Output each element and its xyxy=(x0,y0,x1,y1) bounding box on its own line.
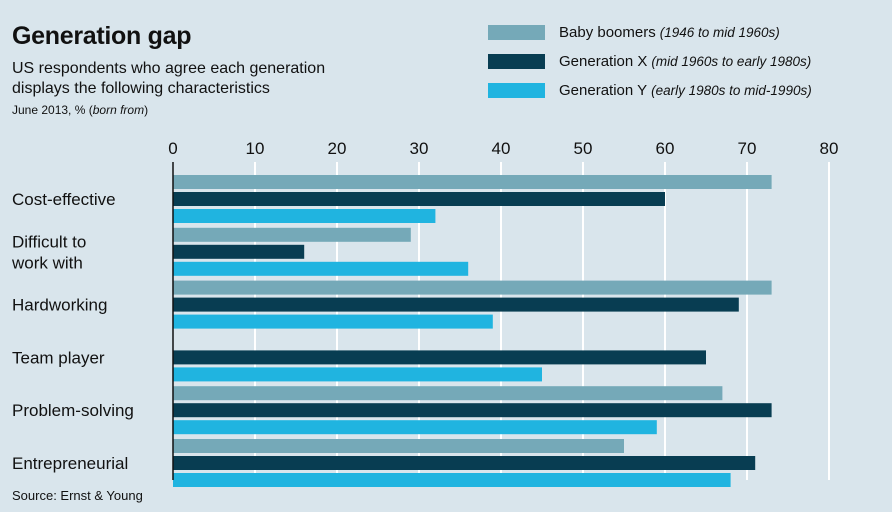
chart-source: Source: Ernst & Young xyxy=(12,488,143,503)
bar-generation-y-team-player xyxy=(173,367,542,382)
bar-generation-x-team-player xyxy=(173,350,706,365)
note-prefix: June 2013, % ( xyxy=(12,103,93,117)
x-tick-label-60: 60 xyxy=(656,139,675,158)
legend-label-generation-x: Generation X xyxy=(559,52,648,70)
legend-label-generation-y: Generation Y xyxy=(559,81,648,99)
bar-generation-x-cost-effective xyxy=(173,192,665,206)
note-italic: born from xyxy=(92,103,145,117)
category-label-difficult-to-work-with-line-2: work with xyxy=(11,253,83,272)
category-label-problem-solving: Problem-solving xyxy=(12,401,134,420)
category-label-cost-effective: Cost-effective xyxy=(12,190,116,209)
chart-note: June 2013, % (born from) xyxy=(12,103,148,117)
bar-generation-y-hardworking xyxy=(173,314,493,329)
bar-generation-x-problem-solving xyxy=(173,403,772,418)
bar-generation-x-entrepreneurial xyxy=(173,456,756,470)
legend-swatch-baby-boomers xyxy=(488,24,545,40)
category-label-team-player: Team player xyxy=(12,348,105,367)
bar-generation-x-hardworking xyxy=(173,297,739,312)
legend-swatch-generation-y xyxy=(488,82,545,98)
legend-item-baby-boomers: Baby boomers (1946 to mid 1960s) xyxy=(488,22,812,42)
bar-baby-boomers-difficult-to-work-with xyxy=(173,227,411,242)
bar-generation-x-difficult-to-work-with xyxy=(173,244,305,259)
note-suffix: ) xyxy=(144,103,149,117)
legend-swatch-generation-x xyxy=(488,53,545,69)
chart-subtitle: US respondents who agree each generation… xyxy=(12,60,326,97)
x-tick-label-80: 80 xyxy=(820,139,839,158)
bar-generation-y-difficult-to-work-with xyxy=(173,261,469,276)
bar-generation-y-cost-effective xyxy=(173,209,436,223)
chart-legend: Baby boomers (1946 to mid 1960s) Generat… xyxy=(488,22,812,109)
category-label-entrepreneurial: Entrepreneurial xyxy=(12,454,128,473)
x-tick-label-10: 10 xyxy=(246,139,265,158)
legend-period-generation-x: (mid 1960s to early 1980s) xyxy=(651,53,812,69)
x-tick-label-70: 70 xyxy=(738,139,757,158)
legend-item-generation-y: Generation Y (early 1980s to mid-1990s) xyxy=(488,80,812,100)
legend-item-generation-x: Generation X (mid 1960s to early 1980s) xyxy=(488,51,812,71)
x-tick-label-20: 20 xyxy=(328,139,347,158)
x-tick-label-40: 40 xyxy=(492,139,511,158)
bar-baby-boomers-hardworking xyxy=(173,280,772,295)
bar-baby-boomers-cost-effective xyxy=(173,175,772,189)
category-label-difficult-to-work-with-line-1: Difficult to xyxy=(12,232,86,251)
legend-period-generation-y: (early 1980s to mid-1990s) xyxy=(651,82,812,98)
bar-generation-y-entrepreneurial xyxy=(173,473,731,487)
x-tick-label-30: 30 xyxy=(410,139,429,158)
x-tick-label-50: 50 xyxy=(574,139,593,158)
category-label-hardworking: Hardworking xyxy=(12,296,107,315)
bar-generation-y-problem-solving xyxy=(173,420,657,435)
bar-baby-boomers-entrepreneurial xyxy=(173,439,624,453)
chart-title: Generation gap xyxy=(12,22,192,50)
legend-period-baby-boomers: (1946 to mid 1960s) xyxy=(659,24,780,40)
bar-baby-boomers-problem-solving xyxy=(173,386,723,401)
legend-label-baby-boomers: Baby boomers xyxy=(559,23,656,41)
x-tick-label-0: 0 xyxy=(168,139,177,158)
